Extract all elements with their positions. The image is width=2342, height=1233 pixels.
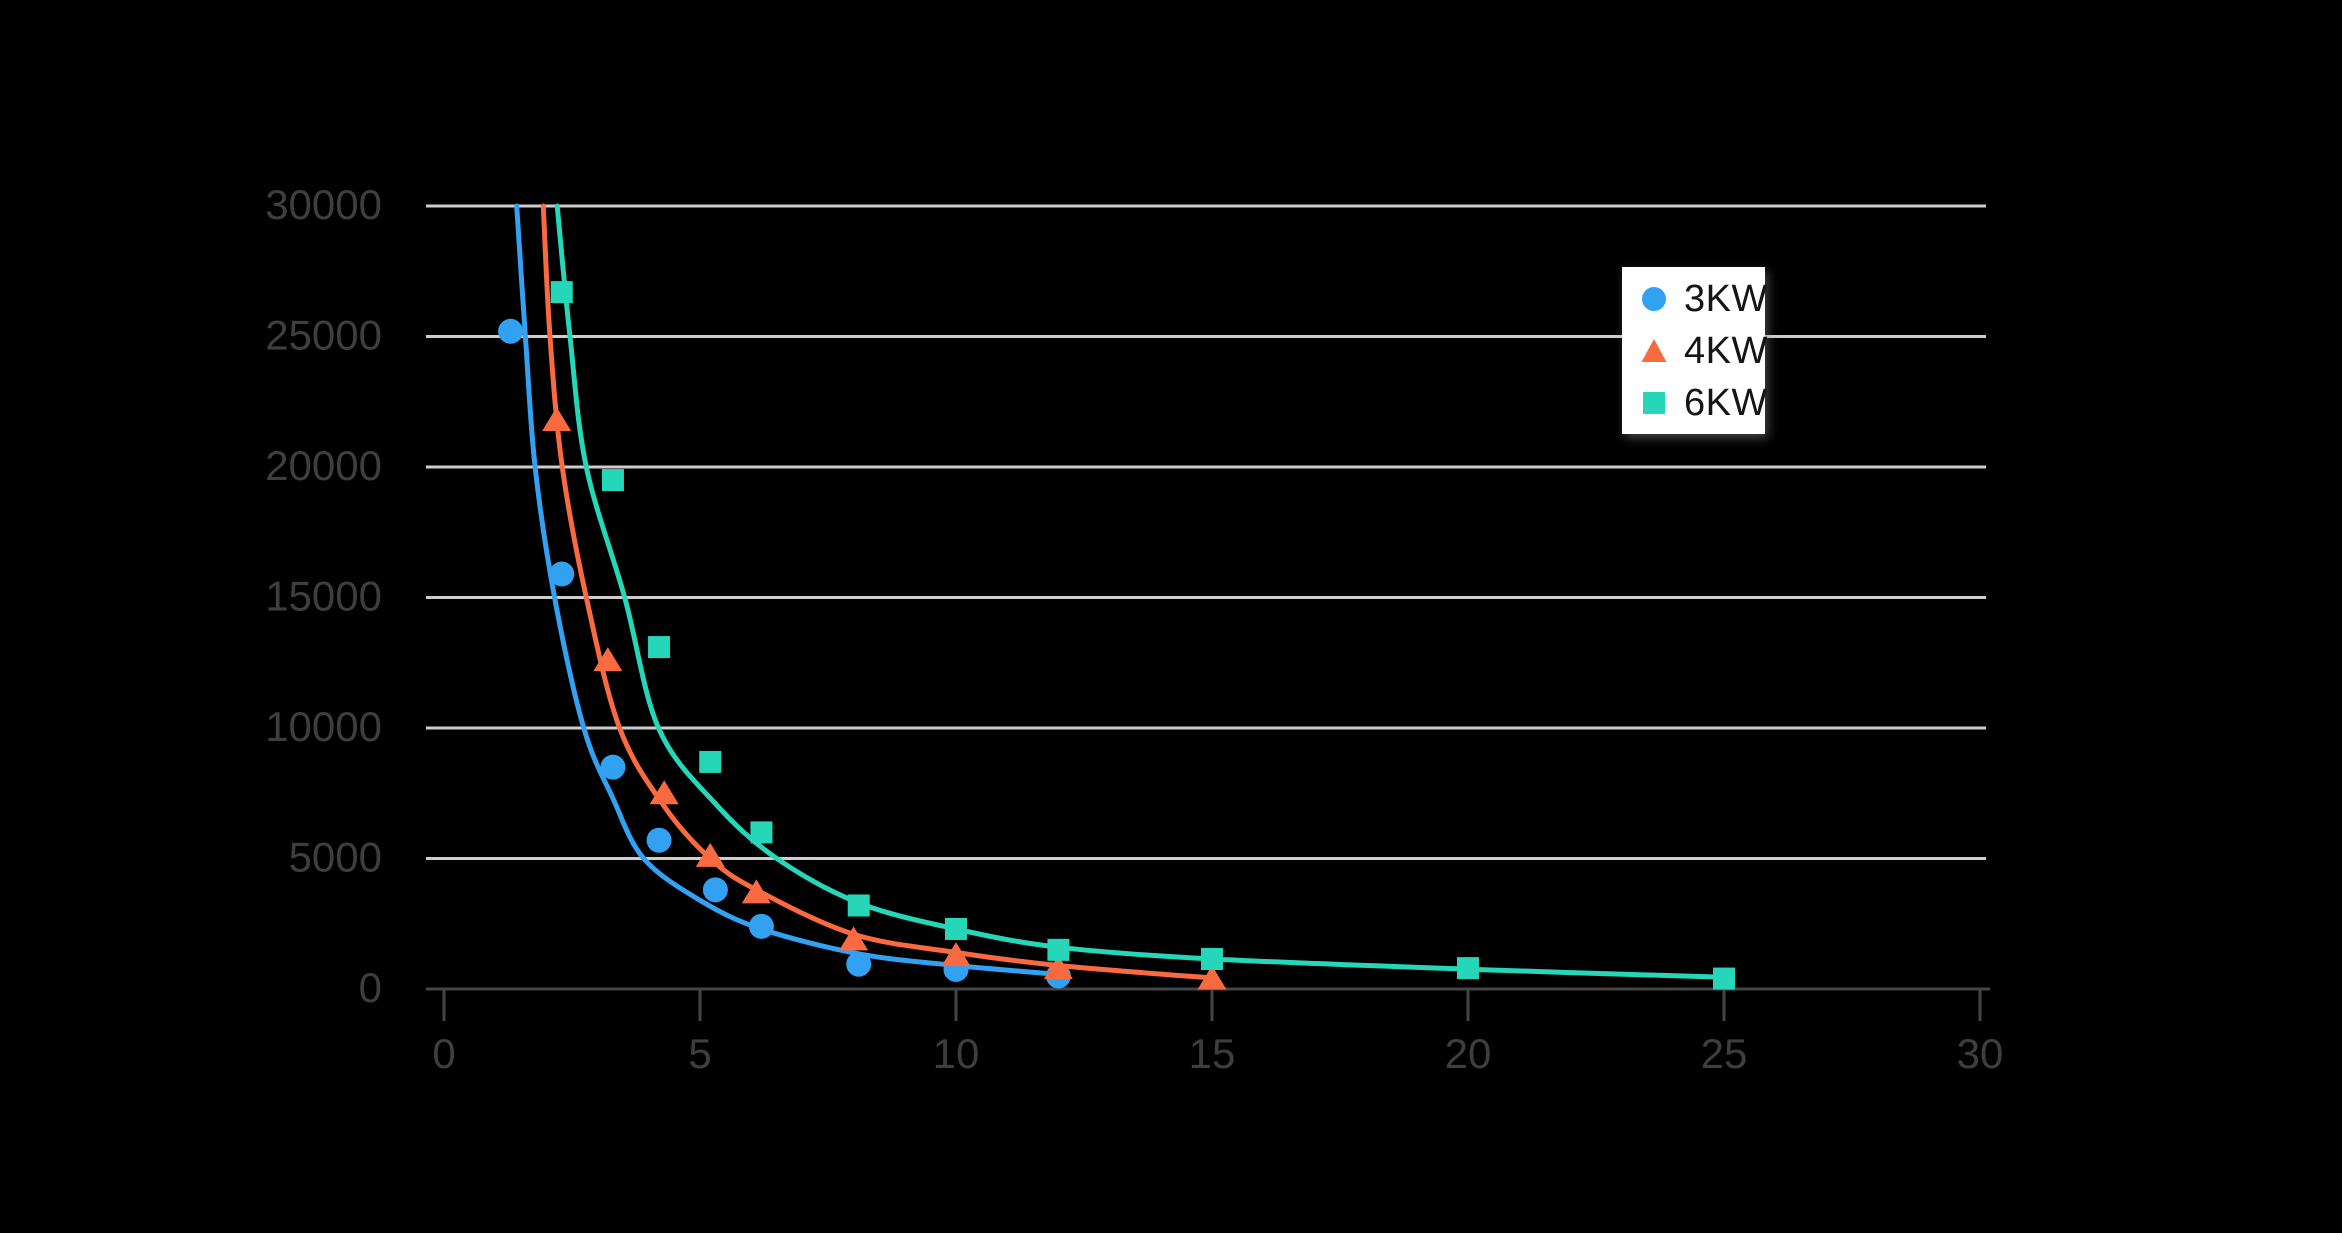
x-axis-label-0: 0 — [432, 1030, 455, 1077]
trend-curve-3kw — [514, 203, 1061, 977]
y-axis-label-20000: 20000 — [265, 442, 382, 489]
data-point-6kw — [601, 469, 624, 492]
series-6kw — [550, 203, 1735, 990]
data-point-6kw — [1201, 947, 1223, 970]
square-marker-icon — [1640, 389, 1668, 417]
data-point-3kw — [498, 318, 524, 344]
legend: 3KW 4KW 6KW — [1622, 267, 1768, 434]
x-axis-label-30: 30 — [1957, 1030, 2004, 1077]
y-axis-label-10000: 10000 — [265, 703, 382, 750]
data-point-4kw — [649, 780, 679, 805]
trend-curve-4kw — [540, 203, 1215, 981]
legend-label-3kw: 3KW — [1684, 277, 1768, 320]
y-axis-label-25000: 25000 — [265, 312, 382, 359]
data-point-3kw — [702, 877, 728, 903]
legend-item-4kw[interactable]: 4KW — [1640, 329, 1768, 372]
legend-label-6kw: 6KW — [1684, 381, 1768, 424]
data-point-3kw — [646, 827, 672, 853]
data-point-3kw — [549, 561, 575, 587]
y-axis-label-0: 0 — [359, 964, 382, 1011]
triangle-marker-icon — [1640, 337, 1668, 365]
data-point-6kw — [1047, 938, 1070, 961]
data-point-4kw — [741, 879, 771, 904]
series-4kw — [540, 203, 1227, 990]
circle-marker-icon — [1640, 285, 1668, 313]
data-point-6kw — [1457, 957, 1479, 980]
data-point-3kw — [846, 951, 872, 977]
legend-label-4kw: 4KW — [1684, 329, 1768, 372]
data-point-4kw — [542, 407, 572, 432]
x-axis-label-5: 5 — [688, 1030, 711, 1077]
data-point-6kw — [1713, 967, 1735, 990]
y-axis-label-15000: 15000 — [265, 573, 382, 620]
x-axis-label-10: 10 — [933, 1030, 980, 1077]
x-axis-label-20: 20 — [1445, 1030, 1492, 1077]
data-point-4kw — [1043, 955, 1073, 980]
legend-item-6kw[interactable]: 6KW — [1640, 381, 1768, 424]
data-point-4kw — [695, 842, 725, 867]
x-axis-label-25: 25 — [1701, 1030, 1748, 1077]
data-point-4kw — [1197, 965, 1227, 990]
data-point-3kw — [748, 913, 774, 939]
data-point-6kw — [550, 281, 573, 304]
data-point-4kw — [839, 926, 869, 951]
data-point-6kw — [648, 636, 671, 659]
trend-curve-6kw — [554, 203, 1727, 980]
y-axis-label-5000: 5000 — [289, 834, 382, 881]
data-point-4kw — [941, 942, 971, 967]
data-point-3kw — [600, 754, 626, 780]
data-point-6kw — [750, 821, 773, 844]
data-point-6kw — [699, 750, 722, 773]
legend-item-3kw[interactable]: 3KW — [1640, 277, 1768, 320]
data-point-6kw — [847, 894, 870, 917]
x-axis-label-15: 15 — [1189, 1030, 1236, 1077]
y-axis-label-30000: 30000 — [265, 181, 382, 228]
data-point-6kw — [945, 917, 967, 940]
data-point-4kw — [593, 647, 623, 672]
